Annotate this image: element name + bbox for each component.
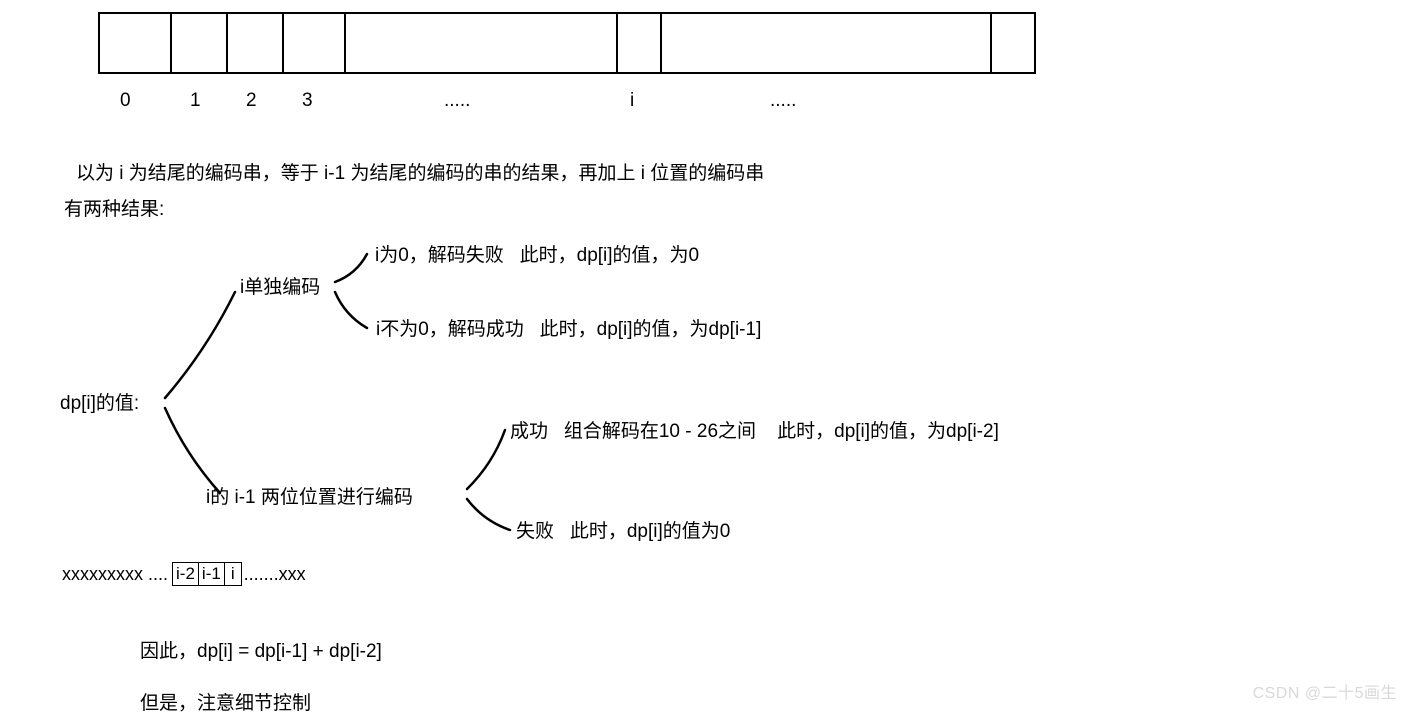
array-cell bbox=[618, 14, 662, 72]
inline-example-row: xxxxxxxxx .... i-2 i-1 i .......xxx bbox=[62, 562, 306, 586]
intro-line-2: 有两种结果: bbox=[64, 194, 164, 226]
array-cell bbox=[228, 14, 284, 72]
array-label: 1 bbox=[170, 90, 226, 112]
leaf-two-succ: 成功 组合解码在10 - 26之间 此时，dp[i]的值，为dp[i-2] bbox=[510, 416, 999, 448]
array-cell bbox=[284, 14, 346, 72]
array-cells bbox=[98, 12, 1036, 74]
leaf-two-succ-tail: 此时，dp[i]的值，为dp[i-2] bbox=[777, 421, 999, 442]
node-two: i的 i-1 两位位置进行编码 bbox=[206, 482, 413, 514]
array-label: ..... bbox=[660, 90, 990, 112]
intro-line-1: 以为 i 为结尾的编码串，等于 i-1 为结尾的编码的串的结果，再加上 i 位置… bbox=[76, 158, 764, 190]
array-label: i bbox=[616, 90, 660, 112]
mini-cell-i: i bbox=[225, 562, 242, 586]
mini-cell-i-1: i-1 bbox=[199, 562, 225, 586]
leaf-two-fail-main: 失败 bbox=[516, 521, 554, 542]
array-label: 0 bbox=[98, 90, 170, 112]
array-cell bbox=[100, 14, 172, 72]
leaf-single-zero-tail: 此时，dp[i]的值，为0 bbox=[520, 245, 699, 266]
leaf-two-fail-tail: 此时，dp[i]的值为0 bbox=[570, 521, 730, 542]
leaf-single-nonzero-main: i不为0，解码成功 bbox=[376, 319, 524, 340]
watermark: CSDN @二十5画生 bbox=[1253, 679, 1397, 703]
array-label: 2 bbox=[226, 90, 282, 112]
node-single: i单独编码 bbox=[240, 272, 320, 304]
leaf-single-zero-main: i为0，解码失败 bbox=[375, 245, 504, 266]
leaf-two-succ-cond: 组合解码在10 - 26之间 bbox=[564, 421, 756, 442]
array-cell bbox=[992, 14, 1034, 72]
array-label bbox=[990, 90, 1032, 112]
note: 但是，注意细节控制 bbox=[140, 688, 311, 720]
xprefix: xxxxxxxxx .... bbox=[62, 564, 168, 585]
leaf-single-nonzero-tail: 此时，dp[i]的值，为dp[i-1] bbox=[540, 319, 762, 340]
leaf-two-succ-main: 成功 bbox=[510, 421, 548, 442]
array-cell bbox=[172, 14, 228, 72]
array-cell bbox=[662, 14, 992, 72]
leaf-single-nonzero: i不为0，解码成功 此时，dp[i]的值，为dp[i-1] bbox=[376, 314, 761, 346]
tree-root: dp[i]的值: bbox=[60, 388, 139, 420]
formula: 因此，dp[i] = dp[i-1] + dp[i-2] bbox=[140, 636, 382, 668]
xsuffix: .......xxx bbox=[244, 564, 306, 585]
mini-cell-i-2: i-2 bbox=[172, 562, 199, 586]
leaf-two-fail: 失败 此时，dp[i]的值为0 bbox=[516, 516, 730, 548]
leaf-single-zero: i为0，解码失败 此时，dp[i]的值，为0 bbox=[375, 240, 699, 272]
array-diagram: 0123.....i..... bbox=[98, 12, 1036, 112]
array-labels: 0123.....i..... bbox=[98, 90, 1036, 112]
array-label: ..... bbox=[344, 90, 616, 112]
array-label: 3 bbox=[282, 90, 344, 112]
array-cell bbox=[346, 14, 618, 72]
